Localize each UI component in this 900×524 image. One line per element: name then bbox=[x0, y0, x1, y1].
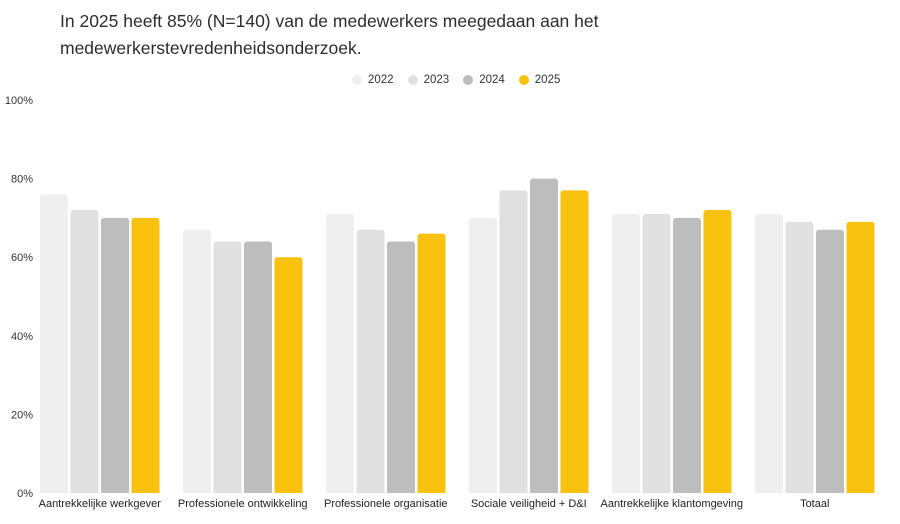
chart-title: In 2025 heeft 85% (N=140) van de medewer… bbox=[60, 11, 599, 58]
legend-swatch bbox=[352, 75, 362, 85]
bar-base bbox=[326, 489, 354, 493]
bar-base bbox=[499, 489, 528, 493]
x-category-label: Aantrekkelijke klantomgeving bbox=[601, 498, 743, 510]
bar-2025 bbox=[131, 217, 160, 493]
bar-2024 bbox=[244, 241, 272, 493]
bar-base bbox=[131, 489, 160, 493]
legend-swatch bbox=[463, 75, 474, 85]
legend-item-2022: 2022 bbox=[352, 74, 394, 86]
bar-2022 bbox=[755, 213, 783, 493]
x-category-label: Professionele organisatie bbox=[324, 498, 448, 510]
legend-swatch bbox=[407, 75, 418, 85]
bar-2022 bbox=[183, 229, 211, 493]
bar-base bbox=[560, 489, 589, 493]
bar-2025 bbox=[274, 257, 303, 493]
legend-label: 2024 bbox=[479, 74, 505, 86]
y-tick-label: 40% bbox=[11, 331, 33, 343]
x-category-label: Sociale veiligheid + D&I bbox=[471, 498, 587, 510]
bar-base bbox=[703, 489, 732, 493]
bar-2024 bbox=[673, 217, 701, 493]
bar-base bbox=[70, 489, 99, 493]
x-category-label: Totaal bbox=[800, 498, 829, 510]
bar-base bbox=[642, 489, 671, 493]
y-tick-label: 20% bbox=[11, 409, 33, 421]
bar-base bbox=[785, 489, 814, 493]
bar-base bbox=[846, 489, 875, 493]
bar-2024 bbox=[530, 178, 558, 493]
bar-base bbox=[244, 489, 272, 493]
bar-base bbox=[755, 489, 783, 493]
bar-2025 bbox=[417, 233, 446, 493]
legend-item-2023: 2023 bbox=[407, 74, 450, 86]
bar-2024 bbox=[816, 229, 844, 493]
bar-2023 bbox=[499, 190, 528, 493]
bar-2023 bbox=[70, 210, 99, 494]
bar-2022 bbox=[326, 213, 354, 493]
legend-item-2024: 2024 bbox=[463, 74, 505, 86]
bar-2022 bbox=[612, 213, 640, 493]
y-tick-label: 100% bbox=[5, 95, 33, 107]
bar-base bbox=[417, 489, 446, 493]
bar-2024 bbox=[101, 217, 129, 493]
legend-swatch bbox=[518, 75, 529, 85]
bar-2022 bbox=[469, 217, 497, 493]
legend-label: 2025 bbox=[534, 74, 561, 86]
bar-base bbox=[274, 489, 303, 493]
bar-base bbox=[183, 489, 211, 493]
bar-base bbox=[387, 489, 415, 493]
bar-2025 bbox=[703, 210, 732, 494]
legend-label: 2023 bbox=[423, 74, 450, 86]
bar-2022 bbox=[40, 194, 68, 493]
bar-base bbox=[101, 489, 129, 493]
bar-base bbox=[530, 489, 558, 493]
bar-2024 bbox=[387, 241, 415, 493]
legend-label: 2022 bbox=[368, 74, 394, 86]
bar-2023 bbox=[642, 213, 671, 493]
y-tick-label: 80% bbox=[11, 174, 33, 186]
bar-base bbox=[469, 489, 497, 493]
bar-base bbox=[40, 489, 68, 493]
bar-base bbox=[673, 489, 701, 493]
y-tick-label: 60% bbox=[11, 252, 33, 264]
bar-2025 bbox=[846, 221, 875, 493]
x-category-label: Aantrekkelijke werkgever bbox=[39, 498, 162, 510]
bar-base bbox=[816, 489, 844, 493]
bar-base bbox=[213, 489, 242, 493]
legend: 2022 2023 2024 2025 bbox=[352, 74, 560, 86]
y-tick-label: 0% bbox=[17, 488, 33, 500]
bar-2023 bbox=[213, 241, 242, 493]
bar-base bbox=[612, 489, 640, 493]
x-category-label: Professionele ontwikkeling bbox=[178, 498, 308, 510]
legend-item-2025: 2025 bbox=[518, 74, 561, 86]
bar-base bbox=[356, 489, 385, 493]
bar-2025 bbox=[560, 190, 589, 493]
bar-2023 bbox=[785, 221, 814, 493]
bar-2023 bbox=[356, 229, 385, 493]
